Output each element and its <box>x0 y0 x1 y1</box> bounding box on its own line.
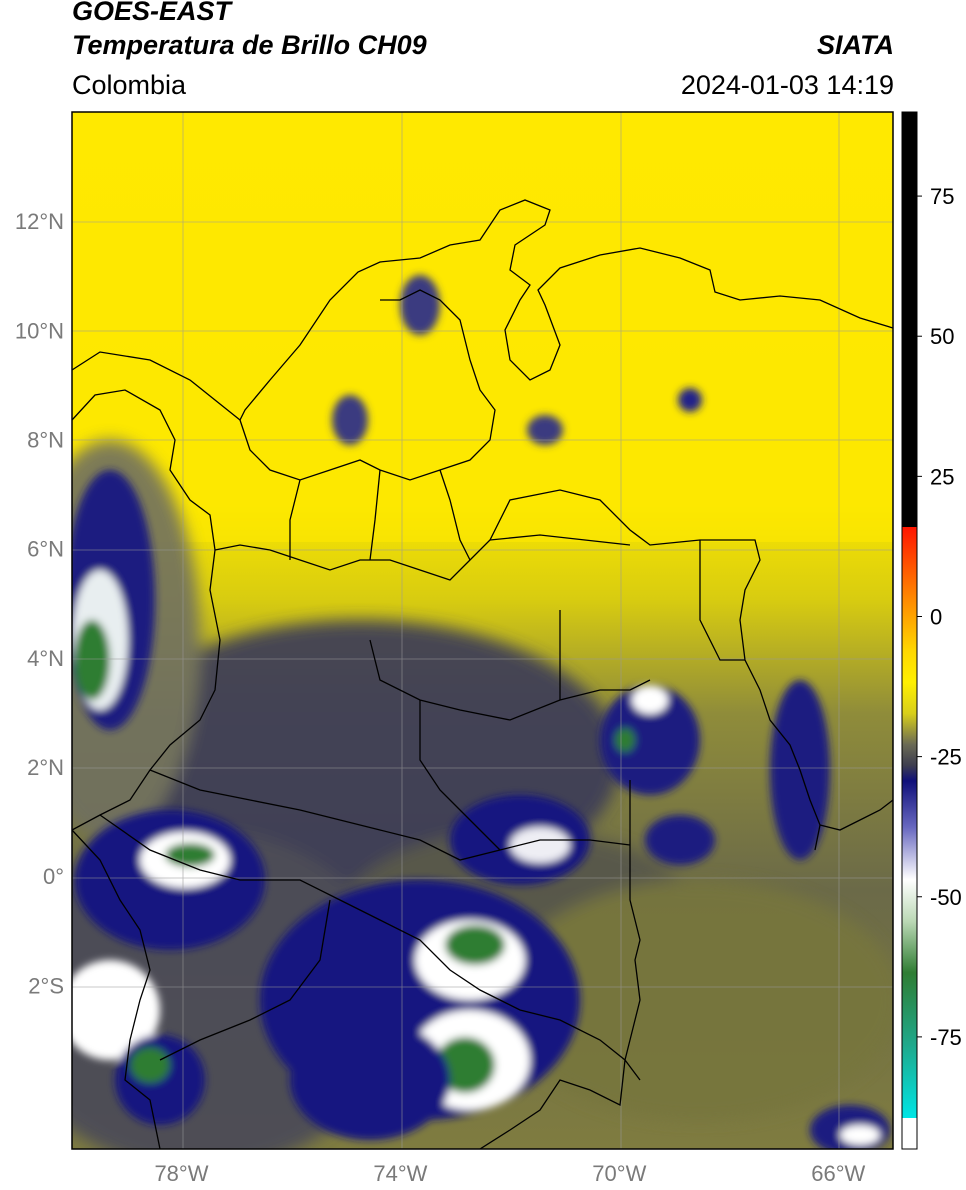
colorbar-tick-label: 75 <box>930 184 954 209</box>
colorbar-tick-label: 0 <box>930 604 942 629</box>
latitude-tick-label: 12°N <box>15 209 64 234</box>
country-borders <box>72 199 893 1149</box>
latitude-labels: 12°N 10°N 8°N 6°N 4°N 2°N 0° 2°S <box>15 209 64 998</box>
satellite-title: GOES-EAST <box>72 0 232 26</box>
latitude-tick-label: 8°N <box>27 427 64 452</box>
latitude-tick-label: 0° <box>43 864 64 889</box>
latitude-tick-label: 2°S <box>28 973 64 998</box>
colorbar-tick-label: -25 <box>930 745 962 770</box>
brightness-temperature-field <box>72 112 893 1149</box>
product-title: Temperatura de Brillo CH09 <box>72 30 427 60</box>
colorbar <box>901 111 918 1150</box>
longitude-tick-label: 70°W <box>592 1161 646 1186</box>
colorbar-tick-label: 50 <box>930 324 954 349</box>
latitude-tick-label: 4°N <box>27 646 64 671</box>
map-frame <box>71 111 894 1150</box>
organization-label: SIATA <box>817 30 894 60</box>
colorbar-ticks: 75 50 25 0 -25 -50 -75 <box>917 184 962 1050</box>
colorbar-tick-label: -50 <box>930 885 962 910</box>
graticule <box>72 112 893 1149</box>
latitude-tick-label: 2°N <box>27 755 64 780</box>
colorbar-tick-label: 25 <box>930 464 954 489</box>
longitude-tick-label: 78°W <box>154 1161 208 1186</box>
latitude-tick-label: 10°N <box>15 318 64 343</box>
latitude-tick-label: 6°N <box>27 537 64 562</box>
longitude-labels: 78°W 74°W 70°W 66°W <box>154 1161 865 1186</box>
region-label: Colombia <box>72 70 187 100</box>
colorbar-tick-label: -75 <box>930 1025 962 1050</box>
longitude-tick-label: 66°W <box>811 1161 865 1186</box>
longitude-tick-label: 74°W <box>373 1161 427 1186</box>
timestamp-label: 2024-01-03 14:19 <box>680 70 894 100</box>
